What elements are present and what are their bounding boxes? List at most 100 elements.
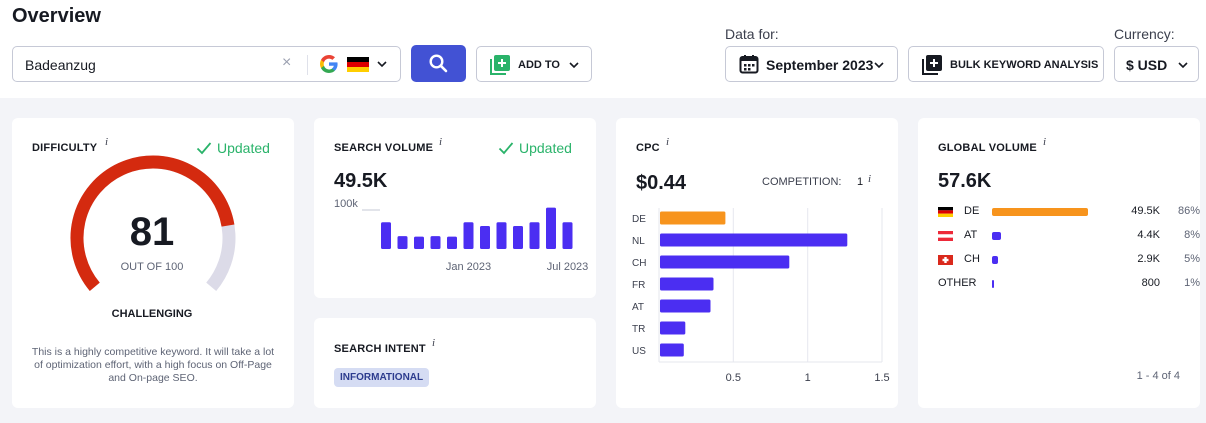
search-volume-card: SEARCH VOLUME i Updated 49.5K 100k Jan 2… <box>314 118 596 298</box>
cpc-value: $0.44 <box>636 172 687 194</box>
germany-flag-icon <box>938 207 953 217</box>
search-button[interactable] <box>411 45 466 82</box>
currency-label: Currency: <box>1114 26 1175 42</box>
cpc-bar <box>660 211 726 225</box>
xtick-label: 1.5 <box>874 372 889 384</box>
cpc-bar <box>660 321 686 335</box>
category-label: DE <box>632 214 646 225</box>
difficulty-card: DIFFICULTY i Updated 81 OUT OF 100 CHALL… <box>12 118 294 408</box>
info-icon[interactable]: i <box>666 136 670 148</box>
clear-icon[interactable]: × <box>282 54 292 71</box>
cpc-bar <box>660 233 848 247</box>
competition-label: COMPETITION: <box>762 176 842 188</box>
search-volume-ytick: 100k <box>334 198 358 210</box>
google-icon <box>320 55 338 73</box>
cpc-chart: 0.5 1 1.5 DE NL CH FR AT TR US <box>632 208 890 384</box>
xtick-label: Jul 2023 <box>547 261 589 273</box>
search-volume-bar <box>562 222 573 249</box>
difficulty-out-of: OUT OF 100 <box>120 261 184 273</box>
data-for-label: Data for: <box>725 26 779 42</box>
add-list-icon <box>490 55 510 75</box>
search-volume-label: SEARCH VOLUME <box>334 142 434 154</box>
volume-bar <box>992 280 994 288</box>
divider <box>307 55 308 75</box>
search-volume-bar <box>381 222 391 249</box>
info-icon[interactable]: i <box>1043 136 1047 148</box>
chevron-down-icon[interactable] <box>376 56 388 72</box>
cpc-bar <box>660 343 684 357</box>
category-label: US <box>632 346 646 357</box>
country-percent: 1% <box>1184 277 1200 289</box>
country-row-at: AT 4.4K 8% <box>938 228 1200 244</box>
germany-flag-icon <box>347 57 369 72</box>
country-code: CH <box>964 253 980 265</box>
xtick-label: 1 <box>805 372 811 384</box>
bulk-keyword-analysis-label: BULK KEYWORD ANALYSIS <box>950 59 1099 71</box>
date-selector[interactable]: September 2023 <box>725 46 898 82</box>
search-volume-chart: Jan 2023 Jul 2023 <box>362 207 589 273</box>
intent-badge: INFORMATIONAL <box>334 368 430 387</box>
country-code: AT <box>964 229 978 241</box>
search-volume-bar <box>447 236 457 249</box>
keyword-search-input[interactable] <box>25 55 275 75</box>
search-volume-bar <box>430 236 441 249</box>
country-percent: 5% <box>1184 253 1200 265</box>
category-label: TR <box>632 324 645 335</box>
info-icon[interactable]: i <box>432 337 436 349</box>
search-volume-bar <box>546 207 556 249</box>
search-volume-bar <box>529 222 540 249</box>
search-intent-label: SEARCH INTENT <box>334 343 426 355</box>
country-volume: 800 <box>1141 277 1160 289</box>
category-label: CH <box>632 258 646 269</box>
austria-flag-icon <box>938 231 953 241</box>
difficulty-level: CHALLENGING <box>111 308 193 320</box>
global-volume-value: 57.6K <box>938 170 992 192</box>
country-volume: 2.9K <box>1137 253 1160 265</box>
country-row-de: DE 49.5K 86% <box>938 204 1200 220</box>
difficulty-updated-status: Updated <box>217 140 270 156</box>
info-icon[interactable]: i <box>439 136 443 148</box>
cpc-label: CPC <box>636 142 660 154</box>
xtick-label: Jan 2023 <box>446 261 491 273</box>
difficulty-description: This is a highly competitive keyword. It… <box>31 346 275 384</box>
search-volume-bar <box>496 222 507 249</box>
country-row-other: OTHER 800 1% <box>938 276 1200 292</box>
volume-bar <box>992 232 1001 240</box>
country-volume: 49.5K <box>1131 205 1160 217</box>
add-to-button[interactable]: ADD TO <box>476 46 592 82</box>
bulk-keyword-analysis-button[interactable]: BULK KEYWORD ANALYSIS <box>908 46 1104 82</box>
category-label: AT <box>632 302 644 313</box>
bulk-add-icon <box>922 55 942 75</box>
search-volume-bar <box>463 222 474 249</box>
global-volume-label: GLOBAL VOLUME <box>938 142 1037 154</box>
chevron-down-icon <box>1178 62 1188 69</box>
add-to-label: ADD TO <box>518 59 560 71</box>
info-icon[interactable]: i <box>868 173 872 185</box>
volume-bar <box>992 208 1088 216</box>
competition-value: 1 <box>857 176 864 188</box>
search-volume-updated-status: Updated <box>519 140 572 156</box>
search-volume-bar <box>513 226 523 249</box>
calendar-icon <box>739 55 759 74</box>
keyword-search-box[interactable]: × <box>12 46 401 82</box>
chevron-down-icon <box>874 62 884 69</box>
gauge-fill <box>70 155 235 292</box>
currency-value: $ USD <box>1126 57 1168 73</box>
category-label: FR <box>632 280 645 291</box>
search-volume-bar <box>480 226 490 249</box>
top-bar: Overview × ADD TO <box>0 0 1206 98</box>
global-volume-card: GLOBAL VOLUME i 57.6K DE 49.5K 86% AT 4.… <box>918 118 1200 408</box>
search-volume-bar <box>414 236 424 249</box>
info-icon[interactable]: i <box>105 136 109 148</box>
category-label: NL <box>632 236 645 247</box>
date-value: September 2023 <box>766 57 874 73</box>
check-icon <box>498 142 514 155</box>
search-volume-bar <box>397 236 408 249</box>
currency-selector[interactable]: $ USD <box>1114 46 1199 82</box>
country-percent: 86% <box>1177 205 1200 217</box>
country-percent: 8% <box>1184 229 1200 241</box>
cpc-card: CPC i $0.44 COMPETITION: 1 i 0.5 1 1.5 DE NL… <box>616 118 898 408</box>
country-code: OTHER <box>938 277 977 289</box>
page-title: Overview <box>12 5 101 27</box>
country-volume: 4.4K <box>1137 229 1160 241</box>
